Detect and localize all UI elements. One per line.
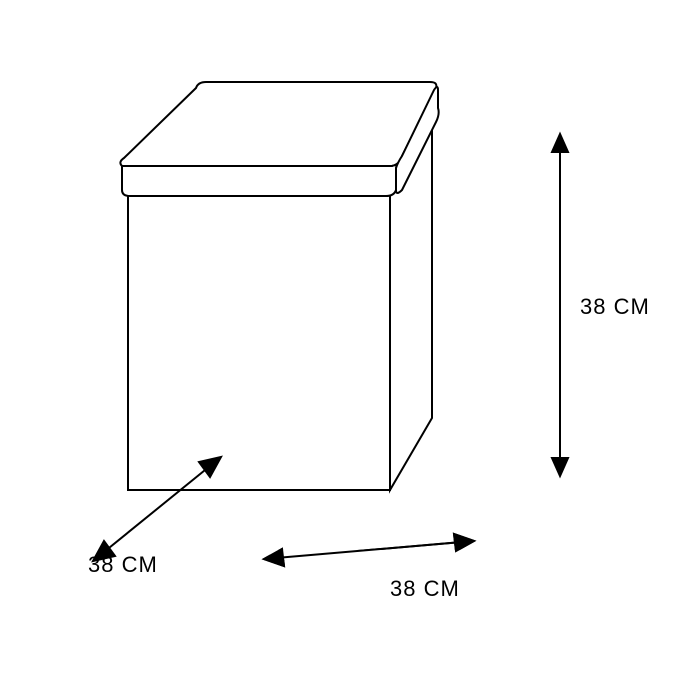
label-width: 38 CM <box>390 576 460 602</box>
body-front-face <box>128 190 390 490</box>
lid-front-edge <box>122 165 397 196</box>
ottoman-svg <box>0 0 700 700</box>
diagram-stage: 38 CM 38 CM 38 CM <box>0 0 700 700</box>
dim-arrow-height <box>552 134 568 476</box>
label-height: 38 CM <box>580 294 650 320</box>
lid-top <box>120 82 436 166</box>
label-depth: 38 CM <box>88 552 158 578</box>
